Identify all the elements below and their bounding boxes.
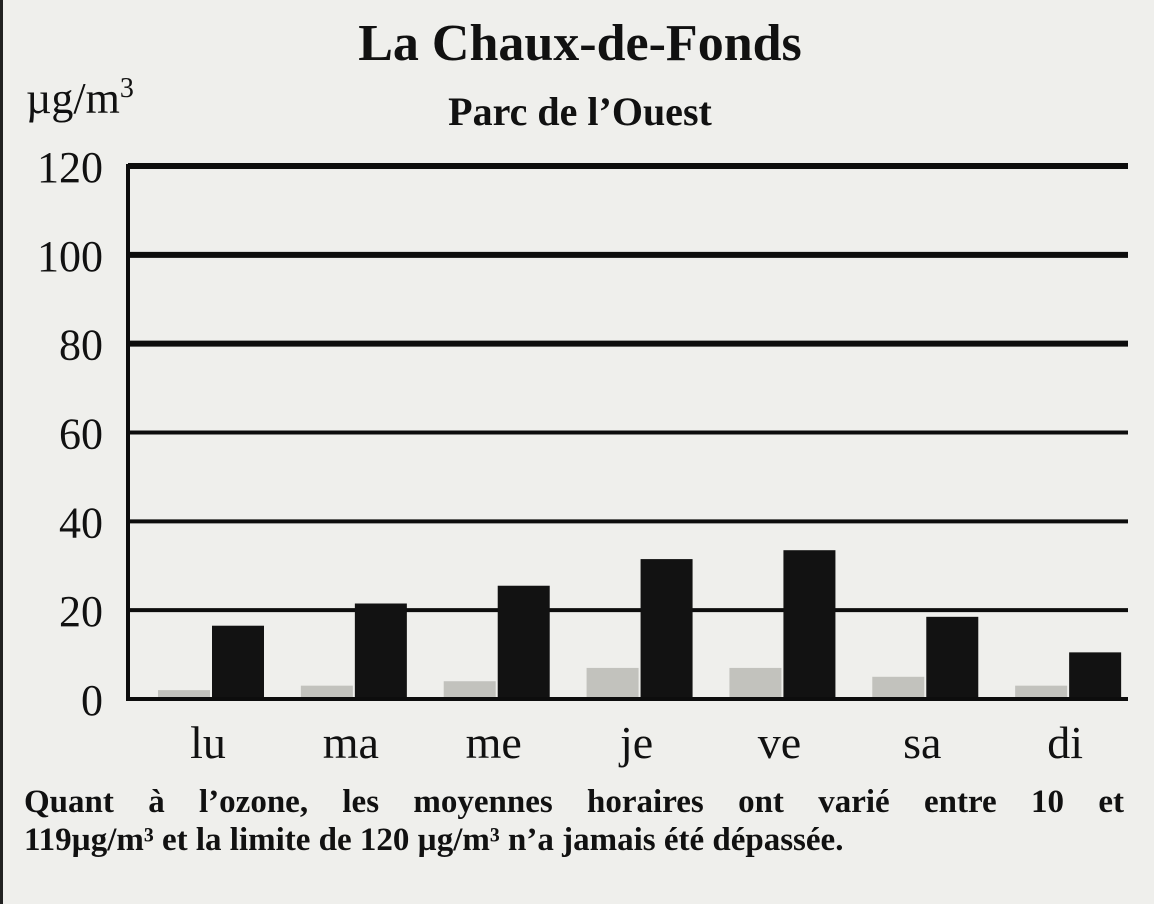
page-left-border — [0, 0, 3, 904]
y-tick-label-100: 100 — [37, 232, 103, 281]
x-tick-label-lu: lu — [190, 717, 226, 768]
bar-me-series-2 — [497, 585, 550, 699]
x-tick-label-di: di — [1047, 717, 1083, 768]
bar-je-series-2 — [640, 559, 693, 699]
y-tick-label-60: 60 — [59, 410, 103, 459]
bar-ma-series-1 — [300, 685, 353, 699]
y-tick-label-20: 20 — [59, 587, 103, 636]
bar-je-series-1 — [586, 667, 639, 699]
bar-sa-series-2 — [926, 616, 979, 699]
bar-ma-series-2 — [354, 603, 407, 699]
figure-caption: Quant à l’ozone, les moyennes horaires o… — [24, 783, 1124, 859]
chart-subtitle: Parc de l’Ouest — [448, 89, 712, 134]
bar-ve-series-2 — [783, 550, 836, 699]
x-tick-label-ma: ma — [323, 717, 379, 768]
bar-lu-series-2 — [212, 625, 264, 699]
caption-line-2: 119µg/m³ et la limite de 120 µg/m³ n’a j… — [24, 822, 844, 858]
y-tick-label-40: 40 — [59, 498, 103, 547]
y-tick-label-80: 80 — [59, 321, 103, 370]
chart-title: La Chaux-de-Fonds — [358, 15, 802, 72]
caption-line-1: Quant à l’ozone, les moyennes horaires o… — [24, 784, 1124, 820]
y-axis-ticks: 0 20 40 60 80 100 120 — [37, 143, 103, 725]
bar-me-series-1 — [443, 681, 496, 699]
y-tick-label-120: 120 — [37, 143, 103, 192]
gridlines — [128, 163, 1128, 613]
bar-di-series-1 — [1015, 685, 1068, 699]
bar-ve-series-1 — [729, 667, 782, 699]
x-axis-ticks: lu ma me je ve sa di — [190, 717, 1083, 768]
bar-sa-series-1 — [872, 676, 925, 699]
x-tick-label-ve: ve — [758, 717, 801, 768]
y-tick-label-0: 0 — [81, 676, 103, 725]
bar-lu-series-1 — [158, 690, 210, 699]
bars — [158, 550, 1122, 699]
y-axis-unit-label: µg/m3 — [26, 73, 134, 123]
x-tick-label-je: je — [618, 717, 653, 768]
x-tick-label-me: me — [466, 717, 522, 768]
x-tick-label-sa: sa — [903, 717, 941, 768]
bar-di-series-2 — [1069, 652, 1122, 699]
